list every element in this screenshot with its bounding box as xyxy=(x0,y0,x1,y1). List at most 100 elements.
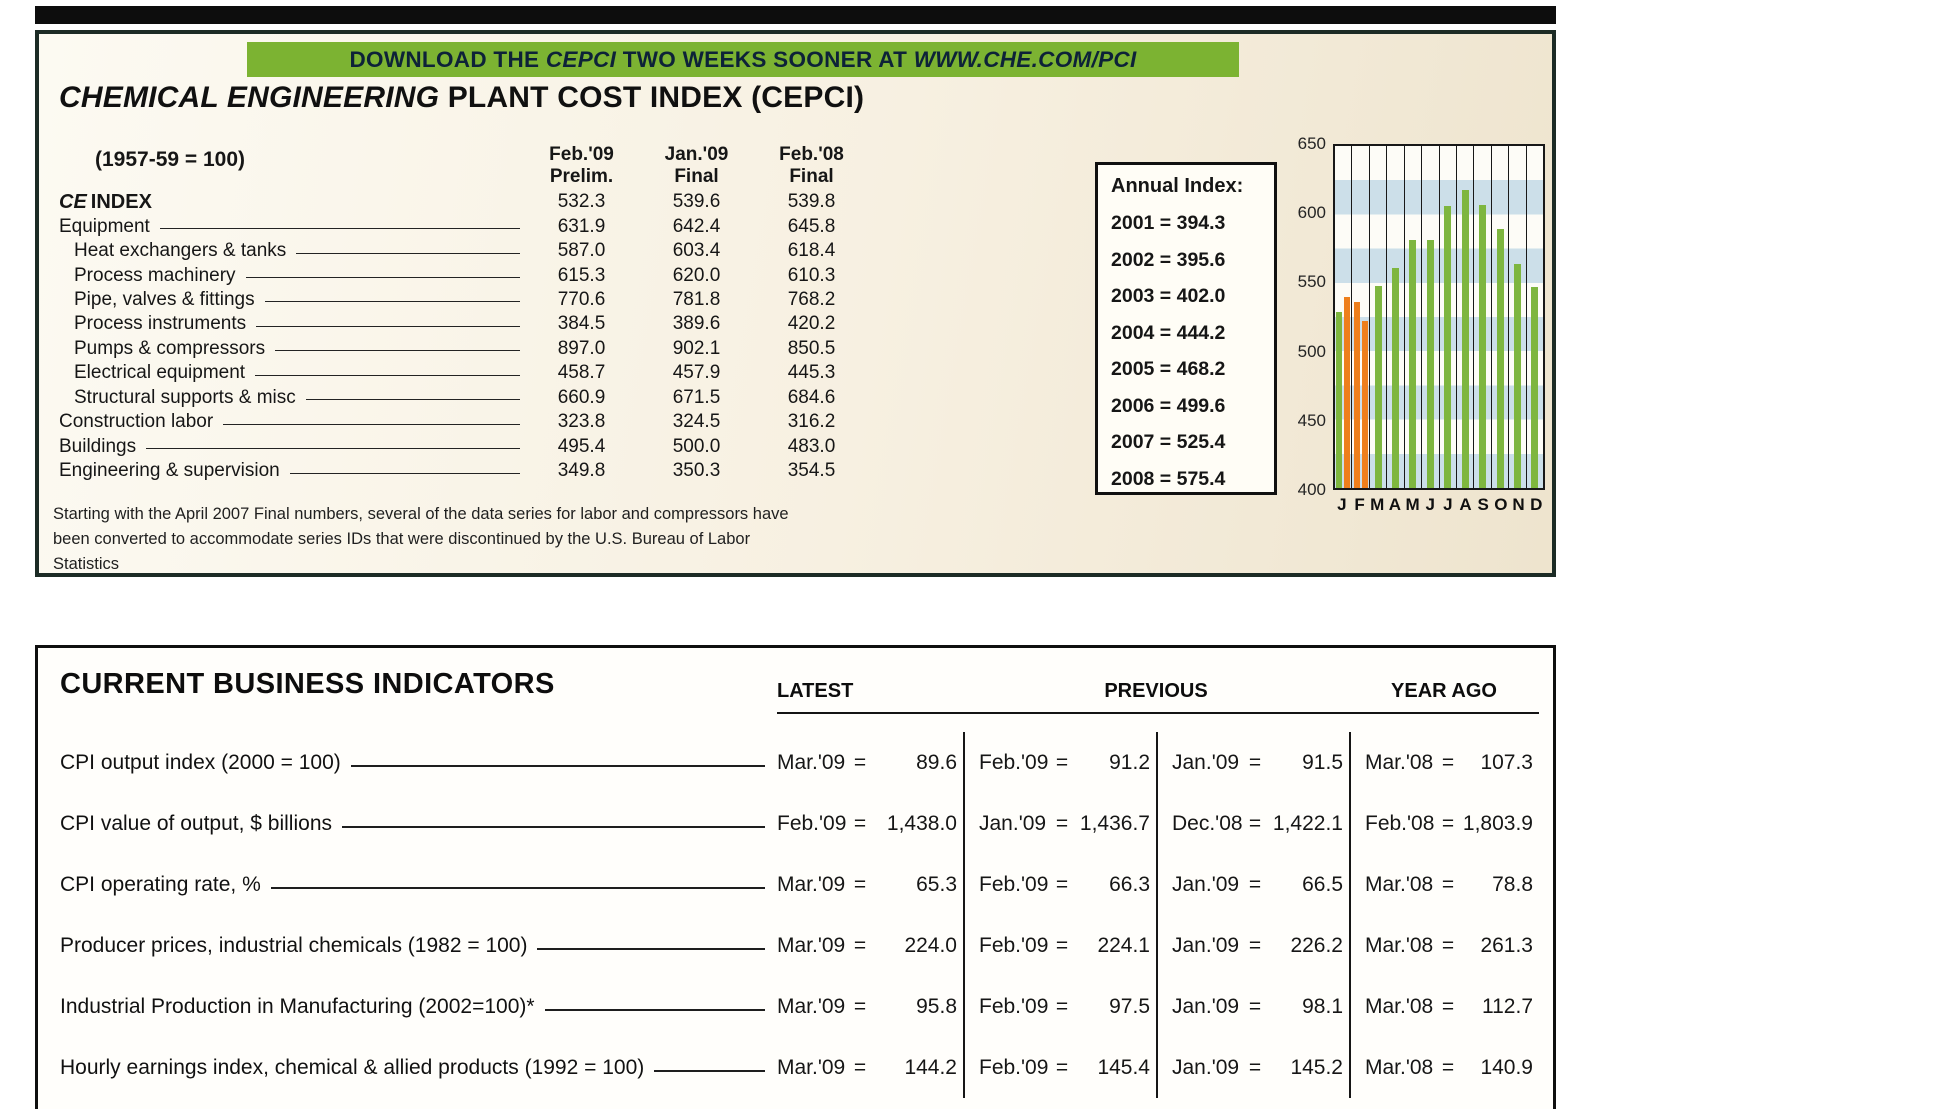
leader-line xyxy=(296,252,520,254)
cepci-row: Equipment 631.9 642.4 645.8 xyxy=(59,214,869,238)
indicator-value-group: Mar.'08 = 107.3 xyxy=(1349,732,1539,793)
cepci-title: CHEMICAL ENGINEERING PLANT COST INDEX (C… xyxy=(59,81,864,115)
equals-sign: = xyxy=(1441,994,1455,1018)
index-value: 768.2 xyxy=(787,288,836,310)
indicator-value: 144.2 xyxy=(904,1055,957,1079)
cepci-table-header: (1957-59 = 100) Feb.'09 Prelim. Jan.'09 Fin… xyxy=(59,140,869,188)
table-column-header: Jan.'09 Final xyxy=(639,144,754,188)
indicator-value: 145.4 xyxy=(1097,1055,1150,1079)
equals-sign: = xyxy=(1248,1055,1262,1079)
index-value: 532.3 xyxy=(557,191,606,213)
index-value: 324.5 xyxy=(672,411,721,433)
indicator-value-group: Feb.'09 = 145.4 xyxy=(963,1037,1156,1098)
business-indicators-title: CURRENT BUSINESS INDICATORS xyxy=(60,668,555,700)
cepci-row: Process machinery 615.3 620.0 610.3 xyxy=(59,263,869,287)
index-value: 603.4 xyxy=(672,240,721,262)
indicator-row: CPI output index (2000 = 100) Mar.'09 = 89.… xyxy=(60,732,1539,793)
indicator-date: Jan.'09 xyxy=(1172,933,1240,957)
index-value: 349.8 xyxy=(557,460,606,482)
index-value: 615.3 xyxy=(557,264,606,286)
equals-sign: = xyxy=(1441,750,1455,774)
index-value: 618.4 xyxy=(787,240,836,262)
cepci-header-spacer: (1957-59 = 100) xyxy=(59,140,524,188)
leader-line xyxy=(544,1009,765,1011)
chart-bar-green xyxy=(1461,189,1469,488)
index-basis-label: (1957-59 = 100) xyxy=(95,148,246,171)
cepci-row: Electrical equipment 458.7 457.9 445.3 xyxy=(59,361,869,385)
equals-sign: = xyxy=(1055,994,1069,1018)
indicator-value: 66.5 xyxy=(1302,872,1343,896)
chart-month-label: O xyxy=(1494,495,1508,514)
index-value: 781.8 xyxy=(672,288,721,310)
banner-text: DOWNLOAD THE xyxy=(349,47,546,72)
indicator-label: Hourly earnings index, chemical & allied… xyxy=(60,1055,645,1079)
indicator-value-group: Mar.'09 = 144.2 xyxy=(777,1037,963,1098)
index-value: 642.4 xyxy=(672,215,721,237)
chart-ytick-label: 600 xyxy=(1297,203,1326,223)
annual-index-header: Annual Index: xyxy=(1111,175,1244,197)
business-indicators-rows: CPI output index (2000 = 100) Mar.'09 = 89.… xyxy=(60,732,1539,1098)
cepci-row: Structural supports & misc 660.9 671.5 684.… xyxy=(59,386,869,410)
indicator-value: 226.2 xyxy=(1290,933,1343,957)
indicator-value: 97.5 xyxy=(1109,994,1150,1018)
index-value: 483.0 xyxy=(787,435,836,457)
leader-line xyxy=(223,423,520,425)
row-label: Pumps & compressors xyxy=(74,337,266,359)
equals-sign: = xyxy=(853,1055,867,1079)
indicator-date: Mar.'09 xyxy=(777,1055,846,1079)
annual-index-entry: 2001 = 394.3 xyxy=(1111,212,1226,234)
indicator-value-group: Feb.'09 = 97.5 xyxy=(963,976,1156,1037)
chart-bar-green xyxy=(1479,204,1487,488)
index-value: 389.6 xyxy=(672,313,721,335)
indicator-row: Producer prices, industrial chemicals (1… xyxy=(60,915,1539,976)
chart-month-cell xyxy=(1352,146,1370,488)
chart-month-cell xyxy=(1527,146,1543,488)
equals-sign: = xyxy=(1248,811,1262,835)
annual-index-entry: 2003 = 402.0 xyxy=(1111,285,1226,307)
equals-sign: = xyxy=(1055,933,1069,957)
index-value: 384.5 xyxy=(557,313,606,335)
indicator-value-group: Jan.'09 = 145.2 xyxy=(1156,1037,1349,1098)
indicator-value: 89.6 xyxy=(916,750,957,774)
indicator-date: Feb.'09 xyxy=(979,750,1049,774)
indicator-date: Feb.'09 xyxy=(777,811,847,835)
index-value: 323.8 xyxy=(557,411,606,433)
index-value: 458.7 xyxy=(557,362,606,384)
index-value: 631.9 xyxy=(557,215,606,237)
cepci-row: Heat exchangers & tanks 587.0 603.4 618.4 xyxy=(59,239,869,263)
column-header-period: Feb.'08 xyxy=(779,144,844,165)
leader-line xyxy=(289,472,520,474)
indicator-value-group: Jan.'09 = 98.1 xyxy=(1156,976,1349,1037)
annual-index-entry: 2007 = 525.4 xyxy=(1111,431,1226,453)
equals-sign: = xyxy=(1055,811,1069,835)
index-value: 620.0 xyxy=(672,264,721,286)
indicator-value-group: Mar.'08 = 78.8 xyxy=(1349,854,1539,915)
index-value: 897.0 xyxy=(557,337,606,359)
indicator-value-group: Mar.'08 = 140.9 xyxy=(1349,1037,1539,1098)
equals-sign: = xyxy=(1441,872,1455,896)
indicator-value: 91.2 xyxy=(1109,750,1150,774)
indicator-date: Mar.'09 xyxy=(777,994,846,1018)
chart-bar-orange xyxy=(1344,296,1351,488)
index-value: 500.0 xyxy=(672,435,721,457)
indicator-label: CPI operating rate, % xyxy=(60,872,261,896)
chart-month-label: A xyxy=(1388,495,1401,514)
column-header-period: Jan.'09 xyxy=(664,144,729,165)
indicator-date: Mar.'09 xyxy=(777,750,846,774)
indicator-label: CPI value of output, $ billions xyxy=(60,811,332,835)
row-label: Structural supports & misc xyxy=(74,386,296,408)
equals-sign: = xyxy=(1441,1055,1455,1079)
download-banner: DOWNLOAD THE CEPCI TWO WEEKS SOONER AT W… xyxy=(247,42,1239,77)
indicator-value: 145.2 xyxy=(1290,1055,1343,1079)
indicator-value-group: Mar.'09 = 89.6 xyxy=(777,732,963,793)
leader-line xyxy=(305,399,520,401)
indicator-value: 91.5 xyxy=(1302,750,1343,774)
column-header-previous: PREVIOUS xyxy=(1104,679,1208,702)
chart-month-cell xyxy=(1387,146,1405,488)
column-header-status: Prelim. xyxy=(549,166,614,187)
indicator-value-group: Feb.'09 = 224.1 xyxy=(963,915,1156,976)
row-label: CE INDEX xyxy=(59,190,152,213)
equals-sign: = xyxy=(853,811,867,835)
leader-line xyxy=(256,325,520,327)
